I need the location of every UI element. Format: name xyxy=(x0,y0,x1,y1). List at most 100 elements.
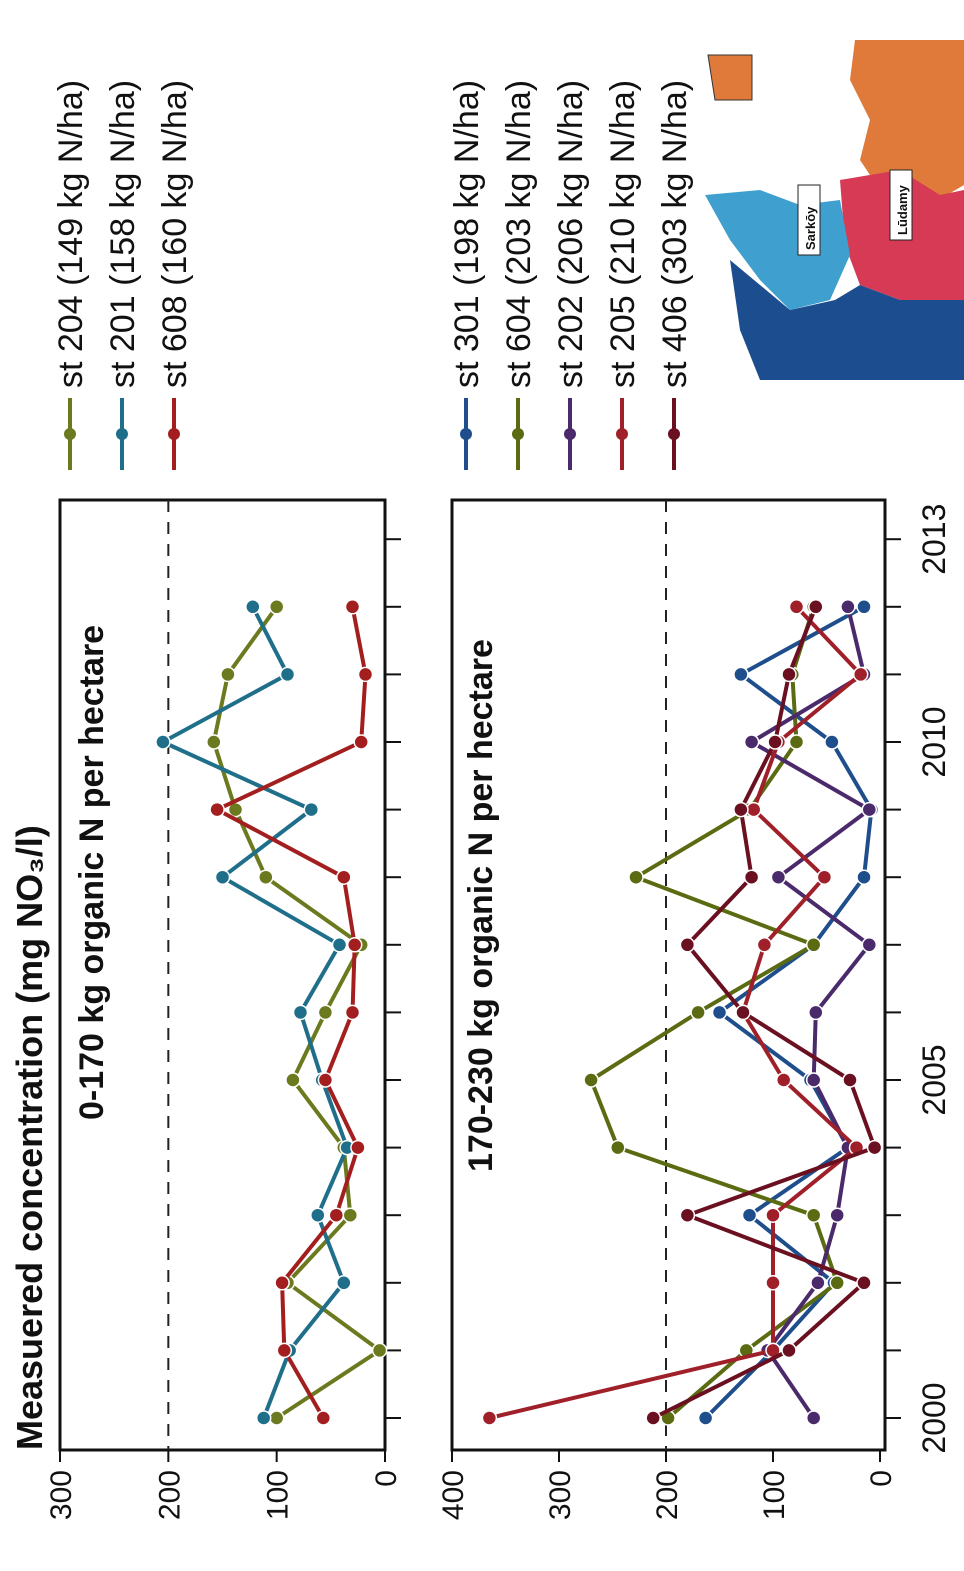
legend-entry: st 205 (210 kg N/ha) xyxy=(604,80,642,470)
year-tick-label: 2010 xyxy=(916,706,952,777)
map-inset: Sarkōy Lūdamy xyxy=(705,40,964,380)
data-point xyxy=(805,1410,822,1426)
data-point xyxy=(861,937,878,953)
legend-label: st 301 (198 kg N/ha) xyxy=(448,80,486,388)
data-point xyxy=(315,1410,332,1426)
map-label-box-2 xyxy=(889,169,913,241)
data-point xyxy=(765,1207,781,1223)
series-line xyxy=(645,599,883,1426)
data-point xyxy=(840,599,856,615)
value-tick-label: 400 xyxy=(437,1470,470,1520)
year-tick-label: 2005 xyxy=(916,1044,952,1115)
series-path xyxy=(488,605,863,1420)
data-point xyxy=(816,869,833,885)
legend-label: st 604 (203 kg N/ha) xyxy=(500,80,538,388)
map-label-2: Lūdamy xyxy=(895,184,910,235)
legend-bottom: st 301 (198 kg N/ha) st 604 (203 kg N/ha)… xyxy=(448,80,694,470)
data-point xyxy=(279,666,296,683)
data-point xyxy=(743,869,760,885)
legend-entry: st 201 (158 kg N/ha) xyxy=(104,80,142,470)
data-point xyxy=(344,599,361,615)
value-tick-label: 0 xyxy=(370,1470,403,1487)
bottom-series xyxy=(481,599,883,1426)
top-panel: 0-170 kg organic N per hectare 0 100 200 30… xyxy=(45,498,403,1520)
data-point xyxy=(645,1410,661,1426)
legend-label: st 202 (206 kg N/ha) xyxy=(552,80,590,388)
legend-label: st 201 (158 kg N/ha) xyxy=(104,80,142,388)
value-tick-label: 200 xyxy=(153,1470,186,1520)
data-point xyxy=(741,1207,758,1223)
legend-swatch-dot xyxy=(512,428,524,440)
legend-entry: st 301 (198 kg N/ha) xyxy=(448,80,486,470)
data-point xyxy=(331,937,348,953)
data-point xyxy=(303,801,320,818)
data-point xyxy=(767,734,783,750)
data-point xyxy=(842,1072,858,1088)
data-point xyxy=(258,869,274,885)
legend-label: st 608 (160 kg N/ha) xyxy=(156,80,194,388)
data-point xyxy=(808,1004,824,1021)
legend-swatch-dot xyxy=(616,428,628,440)
year-tick-label: 2000 xyxy=(916,1382,952,1453)
data-point xyxy=(735,1004,751,1021)
value-tick-label: 300 xyxy=(544,1470,577,1520)
data-point xyxy=(583,1072,599,1088)
value-tick-label: 0 xyxy=(865,1470,898,1487)
data-point xyxy=(856,1275,872,1291)
data-point xyxy=(292,1004,309,1021)
legend-entry: st 608 (160 kg N/ha) xyxy=(156,80,194,470)
data-point xyxy=(781,666,797,683)
data-point xyxy=(788,734,805,750)
data-point xyxy=(346,937,363,953)
data-point xyxy=(255,1410,272,1426)
legend-swatch-dot xyxy=(564,428,576,440)
data-point xyxy=(206,734,222,750)
data-point xyxy=(690,1004,706,1021)
bottom-panel: 170-230 kg organic N per hectare 0 100 200… xyxy=(437,498,952,1520)
data-point xyxy=(317,1072,334,1088)
data-point xyxy=(829,1207,845,1223)
data-point xyxy=(733,666,749,683)
data-point xyxy=(209,801,225,818)
data-point xyxy=(743,734,760,750)
data-point xyxy=(481,1410,498,1426)
legend-entry: st 406 (303 kg N/ha) xyxy=(656,80,694,470)
series-path xyxy=(652,606,877,1420)
value-tick-label: 200 xyxy=(651,1470,684,1520)
top-series xyxy=(155,599,388,1426)
map-region-dark-blue xyxy=(730,260,964,380)
top-plot-frame xyxy=(58,498,387,1452)
data-point xyxy=(285,1072,301,1088)
legend-swatch-dot xyxy=(116,428,128,440)
data-point xyxy=(276,1342,293,1359)
data-point xyxy=(317,1004,334,1021)
figure-title: Measuered concentration (mg NO₃/l) xyxy=(9,825,50,1450)
data-point xyxy=(336,869,352,885)
map-label-1: Sarkōy xyxy=(803,206,818,250)
map-region-orange xyxy=(850,40,964,205)
value-tick-label: 300 xyxy=(45,1470,78,1520)
data-point xyxy=(756,937,773,953)
map-label-box-1 xyxy=(797,184,821,256)
data-point xyxy=(310,1207,326,1223)
data-point xyxy=(344,1004,361,1021)
data-point xyxy=(829,1275,845,1291)
data-point xyxy=(861,801,878,818)
data-point xyxy=(808,599,824,615)
data-point xyxy=(765,1275,781,1291)
data-point xyxy=(220,666,236,683)
data-point xyxy=(679,937,696,953)
data-point xyxy=(628,869,644,885)
data-point xyxy=(866,1139,883,1156)
data-point xyxy=(805,1072,822,1088)
data-point xyxy=(745,801,762,818)
data-point xyxy=(679,1207,696,1223)
legend-top: st 204 (149 kg N/ha) st 201 (158 kg N/ha)… xyxy=(52,80,194,470)
data-point xyxy=(852,666,869,683)
data-point xyxy=(775,1072,792,1088)
legend-label: st 204 (149 kg N/ha) xyxy=(52,80,90,388)
legend-label: st 406 (303 kg N/ha) xyxy=(656,80,694,388)
year-tick-label: 2013 xyxy=(916,504,952,575)
legend-swatch-dot xyxy=(168,428,180,440)
